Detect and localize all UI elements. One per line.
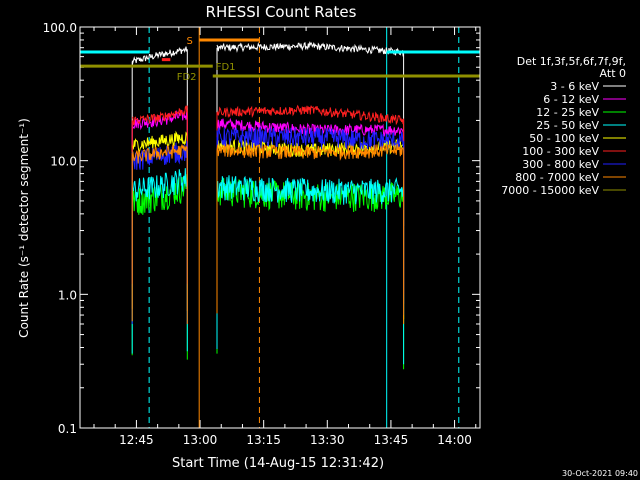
chart-title: RHESSI Count Rates [206, 3, 357, 21]
y-tick-label: 1.0 [58, 288, 77, 302]
legend-label: 12 - 25 keV [536, 106, 599, 119]
timestamp: 30-Oct-2021 09:40 [562, 469, 638, 478]
legend-label: 800 - 7000 keV [515, 171, 599, 184]
y-tick-label: 100.0 [43, 21, 77, 35]
legend-title-line2: Att 0 [600, 67, 626, 80]
legend-label: 100 - 300 keV [522, 145, 599, 158]
legend-label: 25 - 50 keV [536, 119, 599, 132]
annotation-s: S [186, 36, 192, 47]
x-tick-label: 13:30 [310, 433, 345, 447]
x-tick-label: 13:00 [183, 433, 218, 447]
annotation-fd2: FD2 [177, 72, 197, 83]
y-axis-label: Count Rate (s⁻¹ detector segment⁻¹) [17, 118, 31, 338]
series-line-7 [131, 143, 405, 324]
x-tick-label: 12:45 [119, 433, 154, 447]
legend-label: 6 - 12 keV [543, 93, 599, 106]
x-tick-label: 13:15 [246, 433, 281, 447]
plot-frame [79, 26, 481, 429]
legend-label: 50 - 100 keV [529, 132, 599, 145]
annotation-fd1: FD1 [216, 62, 236, 73]
x-tick-label: 13:45 [374, 433, 409, 447]
legend-label: 7000 - 15000 keV [501, 184, 599, 197]
legend-label: 300 - 800 keV [522, 158, 599, 171]
y-tick-label: 0.1 [58, 422, 77, 436]
x-tick-label: 14:00 [437, 433, 472, 447]
legend-title-line1: Det 1f,3f,5f,6f,7f,9f, [517, 55, 626, 68]
y-tick-label: 10.0 [50, 155, 77, 169]
chart-marks: 100.0 10.0 1.0 0.1 12:45 13:00 13:15 13:30 13:45… [43, 21, 626, 447]
legend-label: 3 - 6 keV [550, 80, 599, 93]
x-axis-label: Start Time (14-Aug-15 12:31:42) [172, 456, 384, 471]
